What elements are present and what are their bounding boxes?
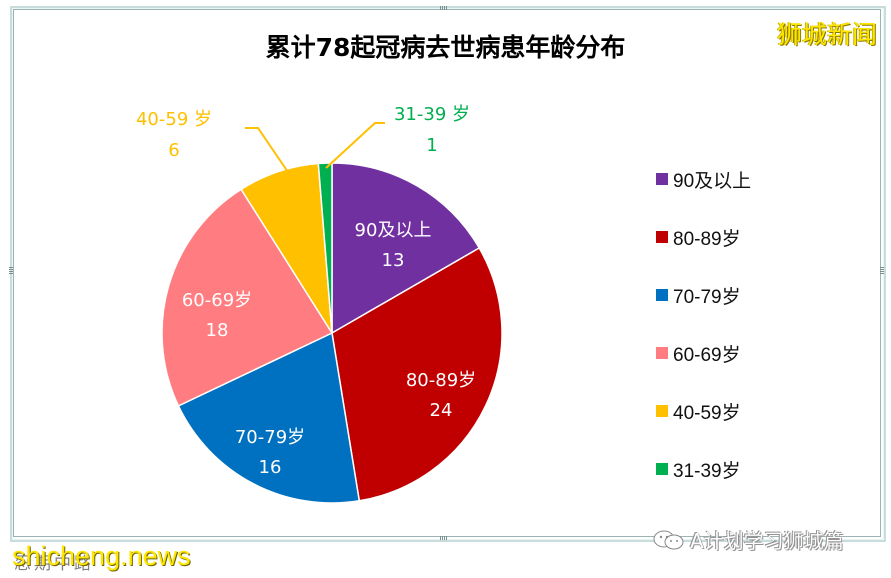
watermark-shicheng-cn: 狮城新闻: [776, 20, 877, 49]
legend-label: 60-69岁: [673, 344, 741, 366]
resize-handle-top[interactable]: [440, 6, 448, 10]
resize-handle-left[interactable]: [9, 266, 13, 274]
legend-label: 80-89岁: [673, 228, 741, 250]
legend-item-40-59[interactable]: 40-59岁: [656, 398, 741, 424]
leader-line-31-39: [325, 122, 385, 169]
legend-label: 90及以上: [673, 170, 752, 192]
slice-label-31-39-name: 31-39 岁: [394, 104, 470, 125]
legend-swatch: [656, 405, 668, 417]
pie-slice-1[interactable]: [331, 246, 503, 502]
slice-label-40-59-name: 40-59 岁: [136, 109, 212, 130]
pie-slice-0[interactable]: [331, 162, 481, 335]
watermark-wechat-account: A计划学习狮城篇: [652, 525, 844, 554]
legend-swatch: [656, 289, 668, 301]
legend-swatch: [656, 173, 668, 185]
legend-label: 40-59岁: [673, 402, 741, 424]
wechat-account-name: A计划学习狮城篇: [690, 529, 844, 553]
legend-swatch: [656, 463, 668, 475]
legend-item-90plus[interactable]: 90及以上: [656, 166, 751, 192]
slice-label-90plus-name: 90及以上: [355, 220, 432, 241]
pie-slice-2[interactable]: [177, 331, 361, 504]
legend-item-31-39[interactable]: 31-39岁: [656, 456, 741, 482]
resize-handle-bottom[interactable]: [440, 536, 448, 540]
pie-slice-3[interactable]: [161, 188, 334, 407]
slice-label-70-79-value: 16: [259, 457, 282, 478]
legend-item-80-89[interactable]: 80-89岁: [656, 224, 741, 250]
resize-handle-right[interactable]: [880, 266, 884, 274]
slice-label-80-89-value: 24: [430, 400, 453, 421]
slice-label-60-69-value: 18: [206, 320, 229, 341]
legend-item-60-69[interactable]: 60-69岁: [656, 340, 741, 366]
legend-swatch: [656, 231, 668, 243]
watermark-shicheng-news: shicheng.news: [12, 541, 191, 571]
wechat-icon: [652, 529, 686, 551]
legend-label: 70-79岁: [673, 286, 741, 308]
pie-slices: [161, 162, 503, 504]
chart-title: 累计78起冠病去世病患年龄分布: [265, 33, 626, 62]
slice-label-70-79-name: 70-79岁: [235, 427, 305, 448]
slice-label-90plus-value: 13: [382, 250, 405, 271]
legend-swatch: [656, 347, 668, 359]
slice-label-80-89-name: 80-89岁: [406, 370, 476, 391]
legend-item-70-79[interactable]: 70-79岁: [656, 282, 741, 308]
chart-frame: [10, 6, 886, 542]
leader-line-40-59: [245, 127, 293, 179]
watermark-ghost-text: 忍期中路: [14, 554, 94, 574]
slice-label-31-39-value: 1: [426, 135, 437, 156]
legend-label: 31-39岁: [673, 460, 741, 482]
slice-label-40-59-value: 6: [168, 140, 179, 161]
slice-label-60-69-name: 60-69岁: [182, 290, 252, 311]
